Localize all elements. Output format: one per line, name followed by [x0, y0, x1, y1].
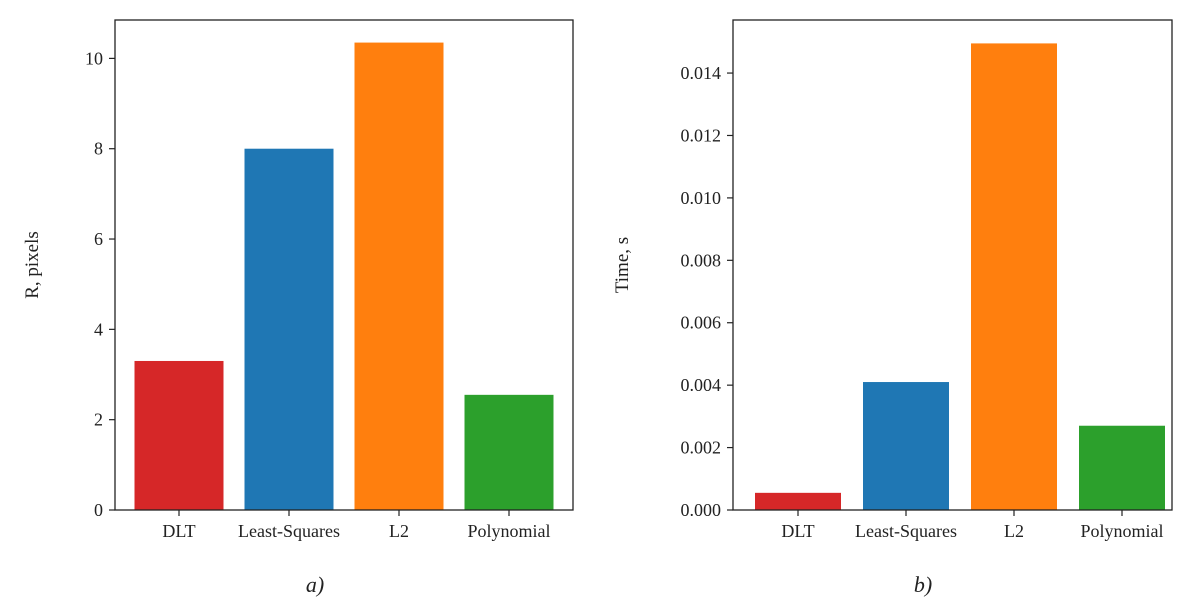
- bar-a-polynomial: [464, 394, 554, 510]
- bar-b-dlt: [755, 492, 841, 510]
- bar-a-dlt: [134, 360, 224, 510]
- x-tick-label-b-1: Least-Squares: [855, 521, 957, 541]
- x-tick-label-b-3: Polynomial: [1080, 521, 1163, 541]
- plot-frame-b: [732, 19, 1173, 511]
- y-tick-label-b-3: 0.006: [681, 313, 722, 333]
- panel-label-a: a): [306, 572, 324, 597]
- x-tick-label-b-2: L2: [1004, 521, 1024, 541]
- panel-label-b: b): [914, 572, 932, 597]
- chart-panel-a: 0 2 4 6 8 10 DLT Least-Squares L2 Polynomial R, pi…: [22, 19, 574, 597]
- x-tick-label-a-2: L2: [389, 521, 409, 541]
- bar-a-l2: [354, 42, 444, 510]
- bar-b-l2: [971, 43, 1057, 510]
- x-tick-label-a-3: Polynomial: [467, 521, 550, 541]
- y-tick-label-a-4: 8: [94, 139, 103, 159]
- y-tick-label-b-1: 0.002: [681, 438, 722, 458]
- x-tick-label-a-1: Least-Squares: [238, 521, 340, 541]
- y-tick-label-b-2: 0.004: [681, 375, 722, 395]
- y-axis-title-b: Time, s: [612, 237, 633, 293]
- plot-frame-a: [114, 19, 574, 511]
- x-tick-label-b-0: DLT: [781, 521, 814, 541]
- y-axis-title-a: R, pixels: [22, 231, 43, 299]
- bar-b-polynomial: [1079, 425, 1165, 510]
- y-tick-label-b-7: 0.014: [681, 63, 722, 83]
- y-tick-label-a-0: 0: [94, 500, 103, 520]
- y-tick-label-b-4: 0.008: [681, 250, 722, 270]
- y-tick-label-a-5: 10: [85, 48, 103, 68]
- y-tick-label-a-3: 6: [94, 229, 103, 249]
- y-tick-label-a-2: 4: [94, 319, 103, 339]
- x-tick-label-a-0: DLT: [162, 521, 195, 541]
- y-tick-label-b-0: 0.000: [681, 500, 722, 520]
- y-tick-label-b-6: 0.012: [681, 125, 722, 145]
- bar-a-least-squares: [244, 148, 334, 511]
- y-tick-label-b-5: 0.010: [681, 188, 722, 208]
- y-tick-label-a-1: 2: [94, 410, 103, 430]
- bar-b-least-squares: [863, 382, 949, 510]
- chart-panel-b: 0.000 0.002 0.004 0.006 0.008 0.010 0.012 0.014…: [612, 19, 1173, 597]
